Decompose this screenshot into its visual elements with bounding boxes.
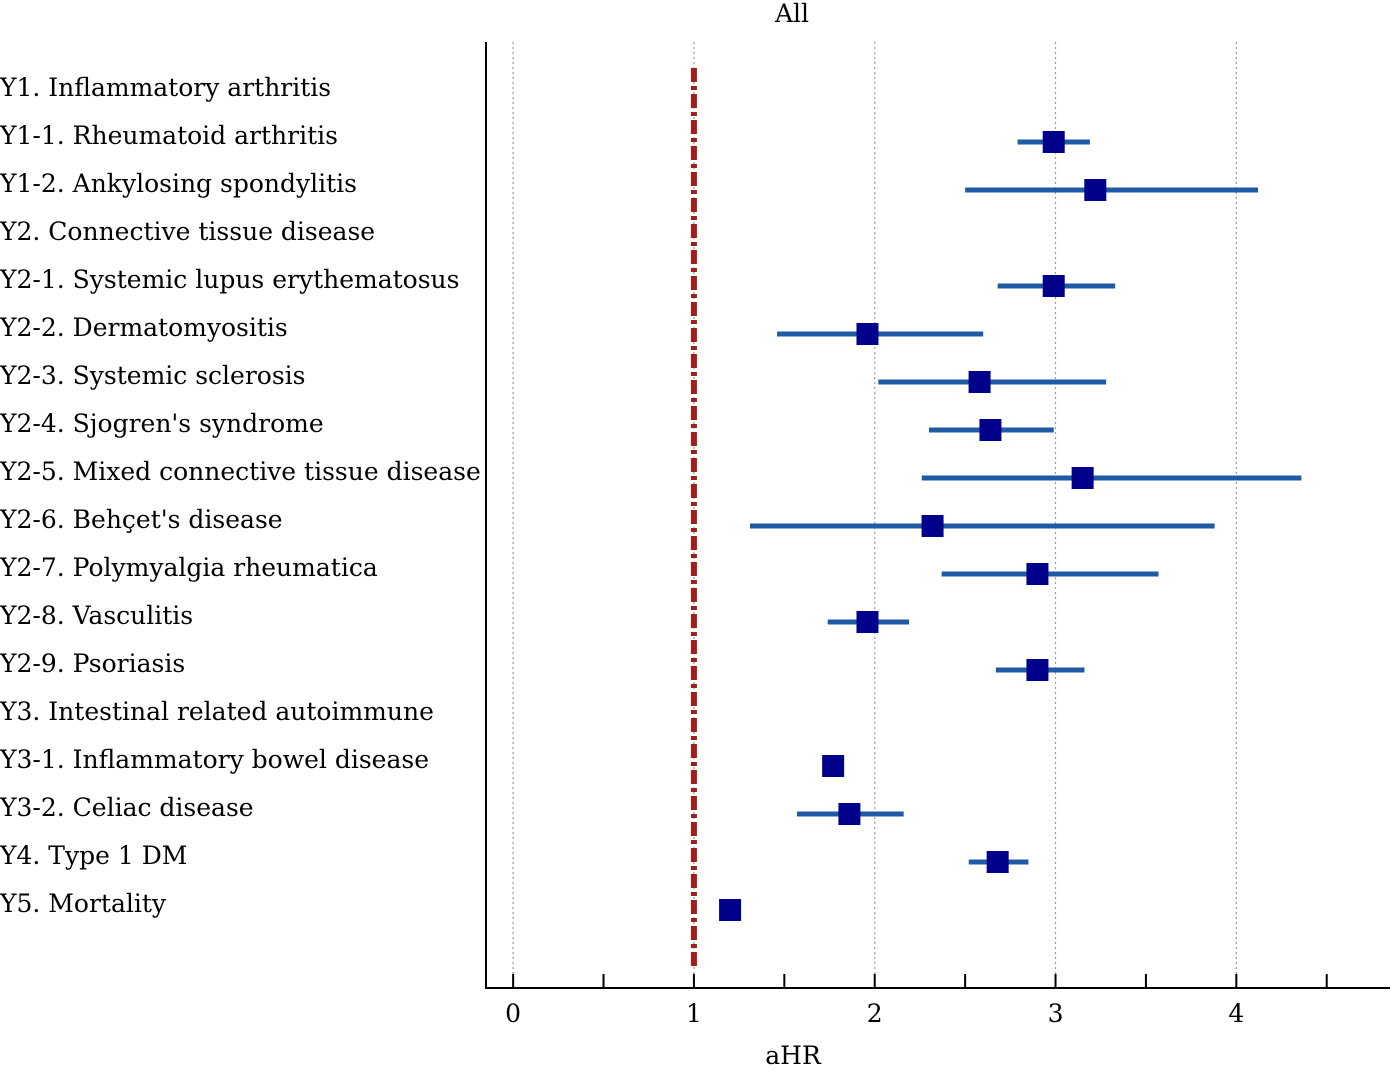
point-marker-15 [838, 803, 861, 825]
x-tick-label-1: 1 [686, 999, 702, 1028]
row-13: Y3. Intestinal related autoimmune [0, 697, 434, 726]
axes: 0 1 2 3 4 [485, 42, 1390, 1028]
row-10: Y2-7. Polymyalgia rheumatica [0, 553, 1159, 585]
row-label-5: Y2-2. Dermatomyositis [0, 313, 288, 342]
x-tick-label-4: 4 [1228, 999, 1244, 1028]
row-12: Y2-9. Psoriasis [0, 649, 1085, 681]
row-label-12: Y2-9. Psoriasis [0, 649, 185, 678]
chart-title: All [774, 0, 809, 28]
row-5: Y2-2. Dermatomyositis [0, 313, 984, 345]
row-label-17: Y5. Mortality [0, 889, 167, 918]
point-marker-16 [986, 851, 1009, 873]
point-marker-8 [1071, 467, 1094, 489]
point-marker-5 [856, 323, 879, 345]
row-17: Y5. Mortality [0, 889, 742, 921]
row-7: Y2-4. Sjogren's syndrome [0, 409, 1054, 441]
x-axis-label: aHR [765, 1041, 822, 1070]
row-3: Y2. Connective tissue disease [0, 217, 375, 246]
row-label-16: Y4. Type 1 DM [0, 841, 187, 870]
point-marker-10 [1026, 563, 1049, 585]
row-label-15: Y3-2. Celiac disease [0, 793, 254, 822]
row-label-8: Y2-5. Mixed connective tissue disease [0, 457, 481, 486]
row-label-11: Y2-8. Vasculitis [0, 601, 193, 630]
point-marker-7 [979, 419, 1002, 441]
point-marker-9 [921, 515, 944, 537]
row-label-4: Y2-1. Systemic lupus erythematosus [0, 265, 460, 294]
point-marker-4 [1042, 275, 1065, 297]
row-16: Y4. Type 1 DM [0, 841, 1029, 873]
row-label-1: Y1-1. Rheumatoid arthritis [0, 121, 338, 150]
row-1: Y1-1. Rheumatoid arthritis [0, 121, 1090, 153]
point-marker-14 [822, 755, 845, 777]
x-tick-label-2: 2 [867, 999, 883, 1028]
rows: Y1. Inflammatory arthritis Y1-1. Rheumato… [0, 73, 1302, 921]
row-14: Y3-1. Inflammatory bowel disease [0, 745, 845, 777]
row-8: Y2-5. Mixed connective tissue disease [0, 457, 1302, 489]
row-6: Y2-3. Systemic sclerosis [0, 361, 1107, 393]
row-15: Y3-2. Celiac disease [0, 793, 904, 825]
point-marker-6 [968, 371, 991, 393]
x-tick-label-0: 0 [505, 999, 521, 1028]
row-0: Y1. Inflammatory arthritis [0, 73, 331, 102]
row-label-9: Y2-6. Behçet's disease [0, 505, 283, 534]
x-tick-label-3: 3 [1048, 999, 1064, 1028]
row-label-14: Y3-1. Inflammatory bowel disease [0, 745, 429, 774]
row-label-13: Y3. Intestinal related autoimmune [0, 697, 434, 726]
point-marker-1 [1042, 131, 1065, 153]
row-9: Y2-6. Behçet's disease [0, 505, 1215, 537]
row-label-0: Y1. Inflammatory arthritis [0, 73, 331, 102]
row-label-2: Y1-2. Ankylosing spondylitis [0, 169, 357, 198]
row-label-3: Y2. Connective tissue disease [0, 217, 375, 246]
row-11: Y2-8. Vasculitis [0, 601, 910, 633]
row-4: Y2-1. Systemic lupus erythematosus [0, 265, 1116, 297]
row-label-7: Y2-4. Sjogren's syndrome [0, 409, 324, 438]
row-label-6: Y2-3. Systemic sclerosis [0, 361, 306, 390]
point-marker-12 [1026, 659, 1049, 681]
grid-lines [512, 42, 1237, 988]
row-2: Y1-2. Ankylosing spondylitis [0, 169, 1259, 201]
point-marker-17 [719, 899, 742, 921]
point-marker-11 [856, 611, 879, 633]
point-marker-2 [1084, 179, 1107, 201]
row-label-10: Y2-7. Polymyalgia rheumatica [0, 553, 378, 582]
